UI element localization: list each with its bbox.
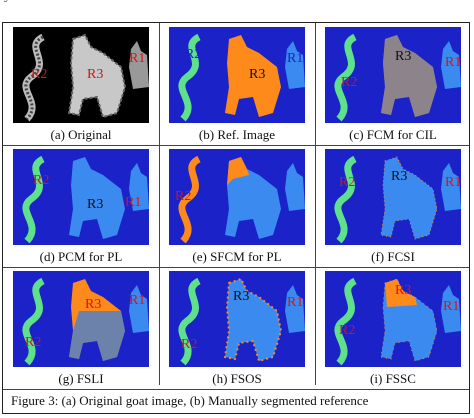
panel-b-caption: (b) Ref. Image <box>198 127 276 142</box>
grid-divider <box>159 23 160 385</box>
panel-f-caption: (f) FCSI <box>371 249 415 264</box>
region-label-r3: R3 <box>395 49 412 64</box>
panel-g-caption: (g) FSLI <box>58 371 104 386</box>
region-label-r2: R2 <box>25 335 42 350</box>
region-label-r1: R1 <box>129 51 146 66</box>
region-label-r3: R3 <box>87 197 104 212</box>
grid-divider <box>315 23 316 385</box>
region-label-r1: R1 <box>125 195 142 210</box>
grid-divider <box>3 267 469 268</box>
region-label-r3: R3 <box>87 67 104 82</box>
region-label-r2: R2 <box>339 323 356 338</box>
region-label-r1: R1 <box>287 51 304 66</box>
panel-c-image <box>325 27 461 123</box>
panel-f-image <box>325 149 461 245</box>
region-label-r2: R2 <box>175 189 192 204</box>
panel-a-caption: (a) Original <box>50 127 112 142</box>
region-label-r3: R3 <box>395 283 412 298</box>
panel-e: R2 R3 R1 (e) SFCM for PL <box>159 145 315 267</box>
panel-d-image <box>13 149 149 245</box>
region-label-r1: R1 <box>287 295 304 310</box>
region-label-r3: R3 <box>249 67 266 82</box>
panel-i: R2 R3 R1 (i) FSSC <box>315 267 471 389</box>
region-label-r1: R1 <box>443 299 460 314</box>
region-label-r3: R3 <box>233 289 250 304</box>
region-label-r1: R1 <box>445 55 462 70</box>
grid-divider <box>3 145 469 146</box>
panel-e-image <box>169 149 305 245</box>
panel-b-image <box>169 27 305 123</box>
panel-i-image <box>325 271 461 367</box>
panel-c-caption: (c) FCM for CIL <box>349 127 437 142</box>
grid-divider <box>3 389 469 390</box>
panel-h: R2 R3 R1 (h) FSOS <box>159 267 315 389</box>
panel-b: R2 R3 R1 (b) Ref. Image <box>159 23 315 145</box>
region-label-r2: R2 <box>341 75 358 90</box>
panel-h-image <box>169 271 305 367</box>
region-label-r1: R1 <box>445 175 462 190</box>
region-label-r2: R2 <box>31 67 48 82</box>
panel-h-caption: (h) FSOS <box>212 371 262 386</box>
region-label-r2: R2 <box>185 47 202 62</box>
panel-d-caption: (d) PCM for PL <box>39 249 123 264</box>
panel-g: R2 R3 R1 (g) FSLI <box>3 267 159 389</box>
panel-g-image <box>13 271 149 367</box>
header-text: y <box>4 0 11 4</box>
region-label-r3: R3 <box>85 297 102 312</box>
panel-f: R2 R3 R1 (f) FCSI <box>315 145 471 267</box>
figure-caption: Figure 3: (a) Original goat image, (b) M… <box>11 393 369 408</box>
panel-d: R2 R3 R1 (d) PCM for PL <box>3 145 159 267</box>
panel-c: R2 R3 R1 (c) FCM for CIL <box>315 23 471 145</box>
panel-a-image <box>13 27 149 123</box>
figure: R2 R3 R1 (a) Original R2 R3 R1 (b) Ref. … <box>2 22 470 414</box>
panel-e-caption: (e) SFCM for PL <box>192 249 282 264</box>
region-label-r2: R2 <box>181 337 198 352</box>
region-label-r2: R2 <box>339 175 356 190</box>
region-label-r1: R1 <box>129 293 146 308</box>
panel-a: R2 R3 R1 (a) Original <box>3 23 159 145</box>
panel-i-caption: (i) FSSC <box>370 371 416 386</box>
region-label-r3: R3 <box>391 169 408 184</box>
region-label-r2: R2 <box>33 173 50 188</box>
